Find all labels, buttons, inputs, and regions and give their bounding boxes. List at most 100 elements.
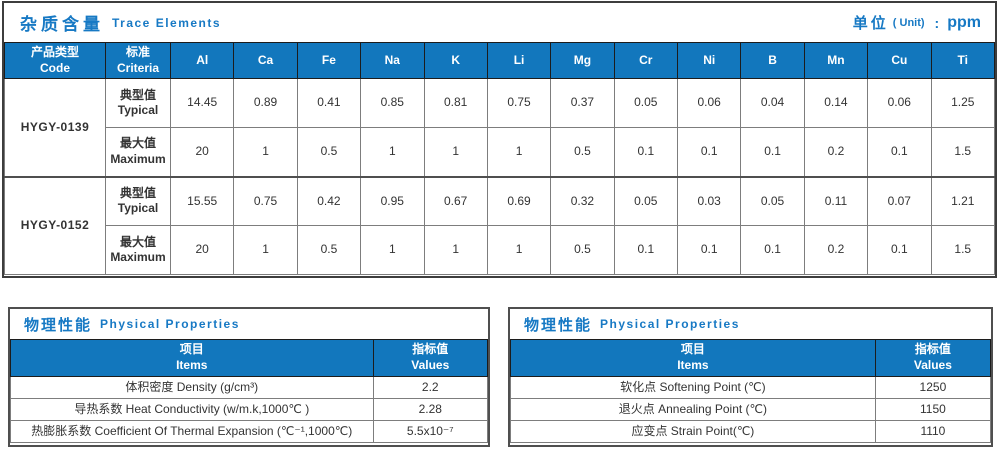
value-cell-K: 0.67 [423,175,488,227]
property-row: 软化点 Softening Point (℃) 1250 [510,376,991,399]
value-cell-Ni: 0.06 [676,78,742,129]
property-row: 应变点 Strain Point(℃) 1110 [510,420,991,443]
value-cell-Ca: 1 [233,225,298,276]
physical-header-row-1: 项目 Items 指标值 Values [10,339,488,377]
items-column-header: 项目 Items [10,339,374,377]
trace-table-body: HYGY-0139 典型值 Typical 14.45 0.89 0.41 0.85 0.81… [4,78,995,276]
criteria-cell: 典型值 Typical [105,78,171,129]
value-cell-Mg: 0.5 [550,127,615,178]
value-cell-Li: 1 [486,225,552,276]
value-cell-Fe: 0.5 [296,225,362,276]
physical-table-body-1: 体积密度 Density (g/cm³) 2.2 导热系数 Heat Conduct… [10,376,488,443]
trace-title-group: 杂质含量 Trace Elements [20,10,221,35]
column-header-element-Fe: Fe [296,41,362,80]
value-cell-Fe: 0.41 [296,78,362,129]
product-code-cell: HYGY-0139 [4,78,106,178]
value-cell-Ni: 0.1 [676,225,742,276]
trace-elements-table: 产品类型 Code 标准 Criteria Al Ca Fe Na K Li Mg Cr Ni B Mn Cu… [4,41,995,276]
property-value-cell: 5.5x10⁻⁷ [372,420,488,443]
physical-header-row-2: 项目 Items 指标值 Values [510,339,991,377]
trace-data-row: HYGY-0139 典型值 Typical 14.45 0.89 0.41 0.85 0.81… [4,78,995,178]
column-header-code: 产品类型 Code [4,41,106,80]
value-cell-K: 0.81 [423,78,488,129]
value-cell-Na: 1 [360,127,425,178]
property-value-cell: 1110 [874,420,991,443]
column-header-element-K: K [423,41,488,80]
value-cell-Mn: 0.11 [803,175,869,227]
items-column-header: 项目 Items [510,339,876,377]
property-row: 导热系数 Heat Conductivity (w/m.k,1000℃ ) 2.2… [10,398,488,421]
value-cell-Na: 0.95 [360,175,425,227]
value-cell-Fe: 0.5 [296,127,362,178]
value-cell-Li: 1 [486,127,552,178]
label-en: Typical [117,201,159,216]
unit-label-en: ( Unit) [892,16,925,29]
values-column-header: 指标值 Values [372,339,488,377]
items-header-zh: 项目 [680,342,705,357]
value-cell-Al: 15.55 [169,175,235,227]
unit-label: 单位 ( Unit) : ppm [853,12,981,33]
column-header-element-Ni: Ni [676,41,742,80]
column-header-element-Mg: Mg [550,41,615,80]
value-cell-K: 1 [423,127,488,178]
value-cell-Fe: 0.42 [296,175,362,227]
physical-title-zh-1: 物理性能 [24,316,93,334]
property-item-cell: 应变点 Strain Point(℃) [510,420,876,443]
label-zh: 最大值 [119,234,156,249]
unit-label-zh: 单位 [852,15,889,32]
column-header-element-Na: Na [360,41,425,80]
property-item-cell: 退火点 Annealing Point (℃) [510,398,876,421]
property-value-cell: 2.2 [372,376,488,399]
product-code-cell: HYGY-0152 [4,175,106,276]
label-en: Maximum [110,250,166,265]
unit-value: ppm [947,13,981,31]
value-cell-Li: 0.69 [486,175,552,227]
value-cell-Mn: 0.2 [803,127,869,178]
physical-title-row-1: 物理性能 Physical Properties [10,309,488,339]
value-cell-Ca: 1 [233,127,298,178]
value-cell-Al: 20 [169,225,235,276]
values-header-zh: 指标值 [412,342,449,357]
criteria-cell: 典型值 Typical [105,175,171,227]
physical-properties-table-1: 项目 Items 指标值 Values 体积密度 Density (g/cm³)… [10,339,488,443]
value-cell-Cr: 0.05 [613,175,679,227]
value-cell-Cr: 0.1 [613,127,679,178]
trace-title-row: 杂质含量 Trace Elements 单位 ( Unit) : ppm [4,3,995,42]
column-header-element-Li: Li [486,41,552,80]
value-cell-Mg: 0.37 [550,78,615,129]
trace-title-zh: 杂质含量 [20,15,104,34]
label-zh: 产品类型 [30,45,79,59]
property-row: 退火点 Annealing Point (℃) 1150 [510,398,991,421]
property-item-cell: 体积密度 Density (g/cm³) [10,376,374,399]
value-cell-Mn: 0.2 [803,225,869,276]
property-value-cell: 1250 [874,376,991,399]
items-header-en: Items [176,358,208,372]
value-cell-B: 0.04 [740,78,805,129]
value-cell-Mg: 0.32 [550,175,615,227]
value-cell-Ti: 1.5 [930,127,995,178]
value-cell-Cu: 0.1 [867,225,932,276]
value-cell-Cr: 0.05 [613,78,679,129]
property-item-cell: 导热系数 Heat Conductivity (w/m.k,1000℃ ) [10,398,374,421]
label-en: Maximum [110,151,166,166]
value-cell-B: 0.05 [740,175,805,227]
trace-data-row: HYGY-0152 典型值 Typical 15.55 0.75 0.42 0.95 0.67… [4,175,995,276]
items-header-en: Items [677,358,709,372]
value-cell-Ti: 1.5 [930,225,995,276]
physical-properties-panel-1: 物理性能 Physical Properties 项目 Items 指标值 Va… [8,307,490,447]
property-item-cell: 软化点 Softening Point (℃) [510,376,876,399]
trace-elements-panel: 杂质含量 Trace Elements 单位 ( Unit) : ppm 产品类… [2,1,997,278]
value-cell-Na: 1 [360,225,425,276]
column-header-element-B: B [740,41,805,80]
label-zh: 典型值 [119,185,156,200]
property-value-cell: 1150 [874,398,991,421]
label-zh: 典型值 [119,87,156,102]
physical-properties-table-2: 项目 Items 指标值 Values 软化点 Softening Point … [510,339,991,443]
value-cell-Mn: 0.14 [803,78,869,129]
physical-properties-panel-2: 物理性能 Physical Properties 项目 Items 指标值 Va… [508,307,993,447]
value-cell-Na: 0.85 [360,78,425,129]
property-row: 热膨胀系数 Coefficient Of Thermal Expansion (… [10,420,488,443]
value-cell-Mg: 0.5 [550,225,615,276]
physical-title-en-2: Physical Properties [600,317,740,331]
values-header-en: Values [411,358,450,372]
